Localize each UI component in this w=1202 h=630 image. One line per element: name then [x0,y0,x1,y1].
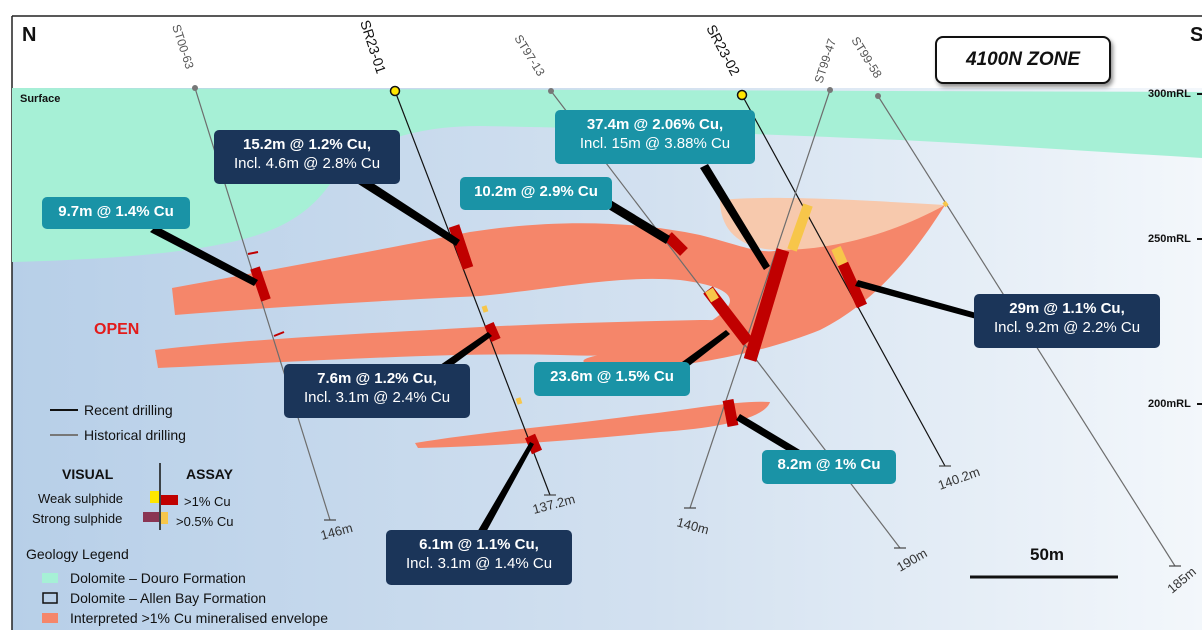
intercept-bars [247,200,949,455]
intercept-label-st97-13: 10.2m @ 2.9% Cu [460,177,612,210]
rl-label-300: 300mRL [1148,88,1191,100]
intercept-label-sr23-01-middle: 7.6m @ 1.2% Cu, Incl. 3.1m @ 2.4% Cu [284,364,470,418]
legend-weak-label: Weak sulphide [38,491,124,506]
intercept-label-st97-13-lower: 23.6m @ 1.5% Cu [534,362,690,396]
legend-historical-label: Historical drilling [84,427,186,443]
upper-weak-envelope [720,197,945,250]
legend-douro-label: Dolomite – Douro Formation [70,570,246,586]
legend-recent-label: Recent drilling [84,402,173,418]
collar-st97-13 [548,88,554,94]
zone-title: 4100N ZONE [935,36,1111,84]
legend-visual-header: VISUAL [62,466,114,482]
legend-strong-visual [143,512,159,522]
middle-envelope [155,320,753,368]
legend-gt05-assay [161,512,168,524]
intercept-label-st99-47-lower: 8.2m @ 1% Cu [762,450,896,484]
intercept-label-st00-63: 9.7m @ 1.4% Cu [42,197,190,229]
surface-label: Surface [20,93,61,105]
legend-gt1-assay [161,495,178,505]
rl-label-250: 250mRL [1148,233,1191,245]
legend-assay-header: ASSAY [186,466,233,482]
collar-st99-47 [827,87,833,93]
legend-douro-swatch [42,573,58,583]
legend-envelope-label: Interpreted >1% Cu mineralised envelope [70,610,328,626]
legend-allen-label: Dolomite – Allen Bay Formation [70,590,267,606]
collar-sr23-01 [389,85,401,97]
legend-gt05-label: >0.5% Cu [176,514,234,529]
intercept-label-sr23-02: 29m @ 1.1% Cu, Incl. 9.2m @ 2.2% Cu [974,294,1160,348]
hole-trace-sr23-02 [741,94,946,467]
north-label: N [22,24,37,46]
legend-geology-title: Geology Legend [26,546,129,562]
south-label: S [1190,24,1202,46]
collar-st00-63 [192,85,198,91]
upper-envelope [172,205,945,369]
collar-st99-58 [875,93,881,99]
intercept-label-st99-47: 37.4m @ 2.06% Cu, Incl. 15m @ 3.88% Cu [555,110,755,164]
hole-trace-sr23-01 [394,90,551,496]
collar-sr23-02 [736,89,748,101]
legend-strong-label: Strong sulphide [32,511,123,526]
legend-gt1-label: >1% Cu [184,494,231,509]
open-label: OPEN [94,321,140,338]
legend-weak-visual [150,491,159,503]
scale-bar-label: 50m [1030,545,1065,564]
lower-envelope [415,401,770,448]
intercept-label-sr23-01-upper: 15.2m @ 1.2% Cu, Incl. 4.6m @ 2.8% Cu [214,130,400,184]
rl-label-200: 200mRL [1148,398,1191,410]
legend-envelope-swatch [42,613,58,623]
legend-allen-swatch [42,592,58,604]
hole-trace-st99-47 [689,89,831,509]
intercept-label-sr23-01-lower: 6.1m @ 1.1% Cu, Incl. 3.1m @ 1.4% Cu [386,530,572,585]
